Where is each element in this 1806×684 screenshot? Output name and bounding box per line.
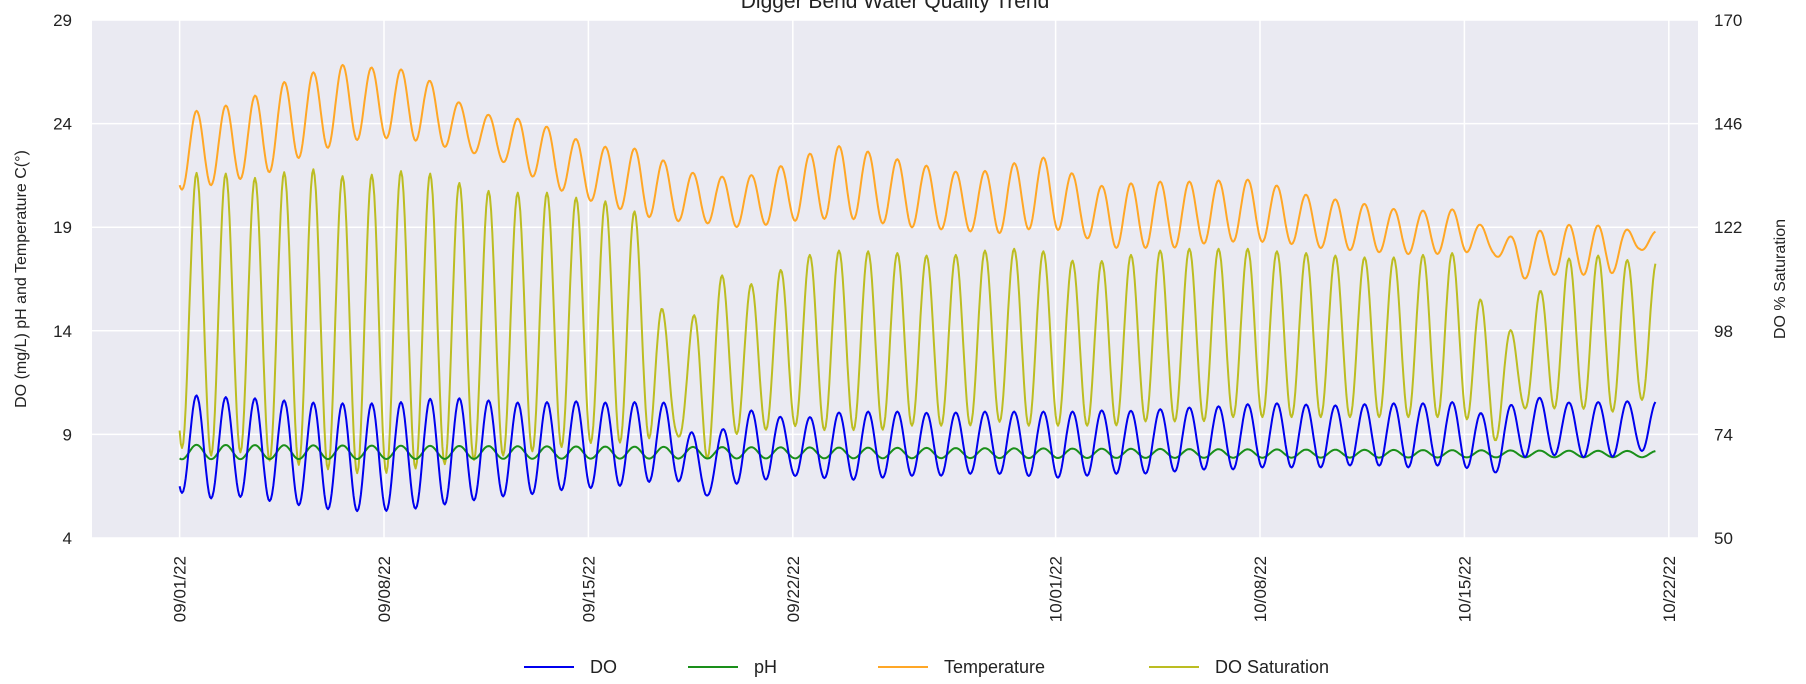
- legend: DO pH Temperature DO Saturation: [524, 657, 1329, 677]
- right-y-axis-label: DO % Saturation: [1772, 219, 1789, 339]
- left-y-tick-label: 4: [63, 529, 72, 548]
- x-tick-label: 09/01/22: [171, 556, 190, 622]
- x-axis: 09/01/22 09/08/22 09/15/22 09/22/22 10/01/22…: [171, 556, 1679, 622]
- series-line-do: [178, 394, 1657, 513]
- gridlines: [92, 19, 1698, 539]
- series-layer: [178, 63, 1657, 513]
- left-y-tick-label: 14: [53, 322, 72, 341]
- left-y-tick-label: 24: [53, 115, 72, 134]
- left-y-tick-label: 19: [53, 218, 72, 237]
- x-tick-label: 10/08/22: [1251, 556, 1270, 622]
- left-y-tick-label: 9: [63, 425, 72, 444]
- legend-label: DO: [590, 657, 617, 677]
- x-tick-label: 10/15/22: [1455, 556, 1474, 622]
- left-y-axis: 4 9 14 19 24 29: [53, 11, 72, 548]
- x-tick-label: 10/01/22: [1047, 556, 1066, 622]
- legend-label: pH: [754, 657, 777, 677]
- series-line-do-saturation: [178, 168, 1657, 475]
- right-y-tick-label: 98: [1714, 322, 1733, 341]
- left-y-tick-label: 29: [53, 11, 72, 30]
- right-y-tick-label: 122: [1714, 218, 1742, 237]
- plot-area: [92, 20, 1698, 538]
- right-y-axis: 50 74 98 122 146 170: [1714, 11, 1742, 548]
- x-tick-label: 09/15/22: [579, 556, 598, 622]
- chart-title: Digger Bend Water Quality Trend: [741, 0, 1050, 13]
- x-tick-label: 09/22/22: [784, 556, 803, 622]
- right-y-tick-label: 50: [1714, 529, 1733, 548]
- series-line-temperature: [178, 63, 1656, 280]
- right-y-tick-label: 74: [1714, 425, 1733, 444]
- x-tick-label: 09/08/22: [375, 556, 394, 622]
- right-y-tick-label: 146: [1714, 115, 1742, 134]
- left-y-axis-label: DO (mg/L) pH and Temperature C(°): [13, 150, 30, 408]
- right-y-tick-label: 170: [1714, 11, 1742, 30]
- legend-label: Temperature: [944, 657, 1045, 677]
- legend-label: DO Saturation: [1215, 657, 1329, 677]
- x-tick-label: 10/22/22: [1660, 556, 1679, 622]
